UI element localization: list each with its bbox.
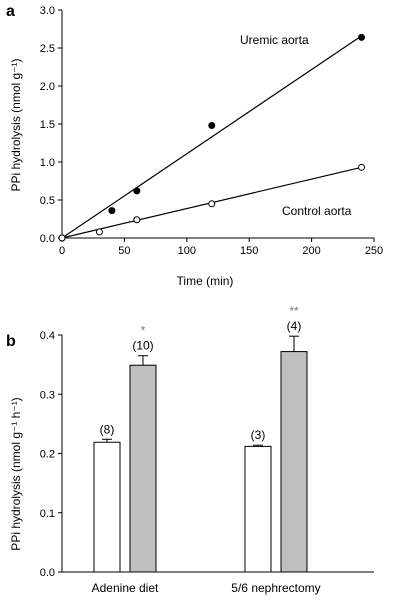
data-point-uremic: [208, 122, 216, 130]
data-point-uremic: [133, 187, 141, 195]
category-label-adenine-diet: Adenine diet: [92, 581, 159, 595]
bar: [129, 364, 157, 573]
data-point-uremic: [358, 33, 366, 41]
panel-a-x-tick-label: 100: [178, 245, 196, 257]
panel-a-x-tick-label: 250: [365, 245, 383, 257]
panel-a-x-tick-label: 0: [59, 245, 65, 257]
panel-a-y-axis-label: PPi hydrolysis (nmol g⁻¹): [9, 58, 23, 191]
panel-a-x-axis-label: Time (min): [177, 274, 234, 288]
panel-label-b: b: [6, 333, 16, 350]
fit-line-uremic: [61, 35, 362, 239]
panel-a-x-tick-label: 150: [240, 245, 258, 257]
panel-b-y-axis-label: PPi hydrolysis (nmol g⁻¹ h⁻¹): [9, 397, 23, 550]
panel-a-x-tick-label: 200: [302, 245, 320, 257]
data-point-uremic: [108, 207, 116, 215]
data-point-control: [208, 200, 216, 208]
panel-a-y-tick-label: 2.0: [40, 81, 55, 93]
panel-b-y-tick-label: 0.3: [40, 389, 55, 401]
data-point-control: [95, 228, 103, 236]
panel-b-y-tick-label: 0.2: [40, 449, 55, 461]
significance-marker: *: [141, 324, 146, 338]
bar: [280, 351, 308, 573]
sample-size-label: (10): [132, 339, 153, 353]
category-label-nephrectomy: 5/6 nephrectomy: [231, 581, 320, 595]
panel-a-y-tick-label: 1.5: [40, 119, 55, 131]
panel-a-y-tick-label: 1.0: [40, 157, 55, 169]
panel-a-y-tick-label: 3.0: [40, 5, 55, 17]
panel-b-y-tick-label: 0.0: [40, 567, 55, 579]
sample-size-label: (3): [251, 428, 266, 442]
panel-a-y-tick-label: 2.5: [40, 43, 55, 55]
panel-b-y-tick-label: 0.4: [40, 330, 55, 342]
significance-marker: **: [289, 304, 299, 318]
panel-a-y-tick-label: 0.0: [40, 233, 55, 245]
panel-label-a: a: [6, 3, 15, 20]
panel-b-y-tick-label: 0.1: [40, 508, 55, 520]
sample-size-label: (4): [287, 319, 302, 333]
legend-label-control-aorta: Control aorta: [282, 204, 352, 218]
data-point-control: [133, 216, 141, 224]
sample-size-label: (8): [100, 422, 115, 436]
bar: [244, 445, 272, 573]
panel-a-plot: 0.0 0.5 1.0 1.5 2.0 2.5 3.0 0 50 100 150 200 250: [40, 5, 383, 257]
panel-a-x-tick-label: 50: [118, 245, 130, 257]
panel-b-plot: 0.0 0.1 0.2 0.3 0.4 (8) (10)* (3) (4)**: [40, 304, 374, 579]
panel-a-y-tick-label: 0.5: [40, 195, 55, 207]
bar: [93, 441, 121, 573]
data-point-control: [358, 163, 366, 171]
legend-label-uremic-aorta: Uremic aorta: [240, 33, 309, 47]
data-point-control: [58, 234, 66, 242]
